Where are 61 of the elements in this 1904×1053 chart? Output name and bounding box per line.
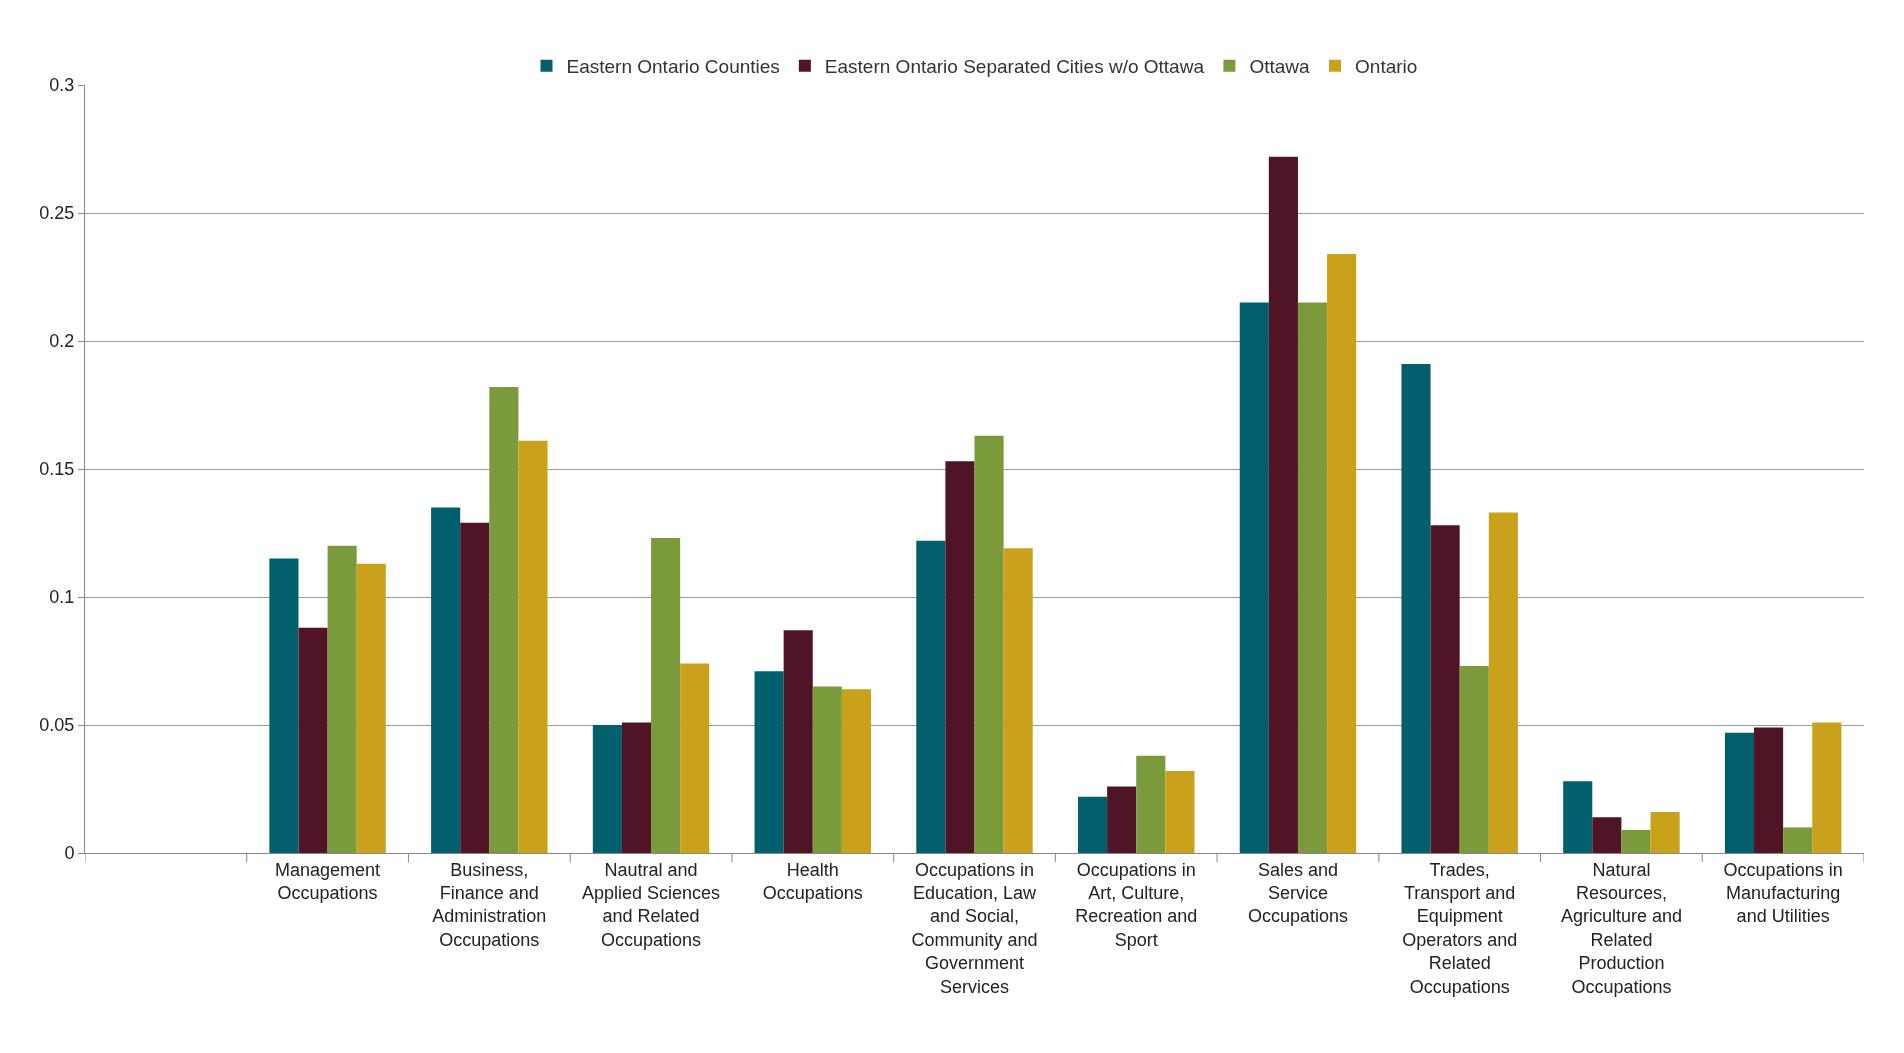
bar xyxy=(298,627,328,853)
bar xyxy=(945,461,975,853)
bar xyxy=(841,689,871,853)
bar xyxy=(1563,781,1593,853)
bar xyxy=(1783,827,1813,853)
bar xyxy=(592,725,622,853)
y-tick-label: 0.05 xyxy=(39,715,75,736)
bar xyxy=(1327,253,1357,853)
bar xyxy=(1724,732,1755,853)
bar xyxy=(1297,302,1328,853)
bar xyxy=(1754,727,1784,853)
x-tick-label: Management Occupations xyxy=(275,859,381,903)
bar xyxy=(974,435,1004,853)
bar xyxy=(431,507,461,853)
x-tick-label: Nautral and Applied Sciences and Related Occupations xyxy=(582,859,721,950)
bar xyxy=(621,722,652,853)
x-tick-label: Sales and Service Occupations xyxy=(1247,859,1348,927)
x-tick-label: Occupations in Art, Culture, Recreation and Sport xyxy=(1075,859,1198,950)
bar xyxy=(1430,525,1460,853)
bar xyxy=(489,387,519,853)
legend-label: Eastern Ontario Separated Cities w/o Ottawa xyxy=(824,56,1205,78)
y-tick-label: 0.15 xyxy=(39,459,75,480)
bar xyxy=(1621,829,1651,853)
bar xyxy=(1107,786,1137,853)
legend-label: Eastern Ontario Counties xyxy=(566,56,780,78)
x-tick-label: Health Occupations xyxy=(762,859,863,903)
bar xyxy=(1488,512,1518,853)
y-tick-label: 0.3 xyxy=(49,75,75,96)
bar xyxy=(754,671,784,853)
bar xyxy=(1650,812,1680,853)
bar xyxy=(1078,796,1108,853)
x-tick-label: Natural Resources, Agriculture and Related Production Occupations xyxy=(1560,859,1682,997)
bar xyxy=(1239,302,1269,853)
bar xyxy=(1401,364,1431,853)
legend-label: Ontario xyxy=(1355,56,1418,78)
bar xyxy=(1136,755,1166,853)
bar xyxy=(783,630,813,853)
bar xyxy=(1003,548,1033,853)
y-tick-label: 0.2 xyxy=(49,331,75,352)
bar xyxy=(1165,771,1195,853)
x-tick-label: Trades, Transport and Equipment Operators and Related Occupations xyxy=(1402,859,1518,997)
bar xyxy=(1592,817,1622,853)
y-tick-label: 0.1 xyxy=(49,587,75,608)
bar xyxy=(916,540,946,853)
bar xyxy=(269,558,299,853)
bar xyxy=(812,686,842,853)
legend-label: Ottawa xyxy=(1249,56,1311,78)
x-tick-label: Occupations in Education, Law and Social, Community and Government Services xyxy=(911,859,1038,997)
bar xyxy=(680,663,710,853)
bar xyxy=(1459,666,1489,853)
bar xyxy=(460,522,490,853)
y-tick-label: 0.25 xyxy=(39,203,75,224)
bar xyxy=(1812,722,1842,853)
bar xyxy=(651,538,681,853)
bar xyxy=(518,440,548,853)
y-tick-label: 0 xyxy=(64,843,75,864)
x-tick-label: Business, Finance and Administration Occupations xyxy=(432,859,547,950)
bar xyxy=(327,545,357,853)
bar xyxy=(1268,156,1298,853)
bar xyxy=(356,563,386,853)
x-tick-label: Occupations in Manufacturing and Utilities xyxy=(1723,859,1843,927)
